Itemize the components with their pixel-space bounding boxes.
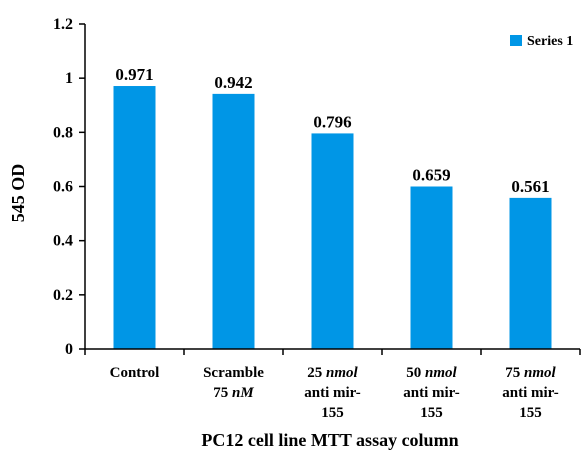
x-tick-label: Scramble 75 nM <box>203 365 264 401</box>
x-axis: Control Scramble 75 nM 25 nmol anti mir-155 5… <box>84 348 581 421</box>
y-axis-title: 545 OD <box>8 164 28 223</box>
y-tick-label: 1.2 <box>53 16 73 33</box>
legend: Series 1 <box>510 34 573 49</box>
y-tick-label: 1 <box>65 70 73 87</box>
data-label: 0.561 <box>511 177 549 196</box>
x-tick-label: 50 nmol anti mir-155 <box>403 365 460 421</box>
y-tick-label: 0 <box>65 341 73 358</box>
y-axis: 0 0.2 0.4 0.6 0.8 1 1.2 <box>53 16 86 358</box>
data-label: 0.796 <box>313 112 351 131</box>
bars <box>113 86 552 349</box>
data-labels: 0.971 0.942 0.796 0.659 0.561 <box>115 65 549 196</box>
bar <box>509 197 552 349</box>
data-label: 0.659 <box>412 166 450 185</box>
legend-swatch <box>510 35 522 46</box>
x-tick-label: 25 nmol anti mir-155 <box>304 365 361 421</box>
y-tick-label: 0.8 <box>53 124 73 141</box>
bar <box>212 93 255 349</box>
data-label: 0.971 <box>115 65 153 84</box>
x-tick-label: 75 nmol anti mir-155 <box>502 365 559 421</box>
y-tick-label: 0.6 <box>53 179 73 196</box>
bar <box>410 186 453 349</box>
data-label: 0.942 <box>214 73 252 92</box>
y-tick-label: 0.2 <box>53 287 73 304</box>
x-axis-title: PC12 cell line MTT assay column <box>201 430 458 450</box>
x-tick-label: Control <box>110 365 160 381</box>
bar <box>311 133 354 349</box>
legend-label: Series 1 <box>527 34 573 49</box>
y-tick-label: 0.4 <box>53 233 73 250</box>
bar <box>113 86 156 349</box>
